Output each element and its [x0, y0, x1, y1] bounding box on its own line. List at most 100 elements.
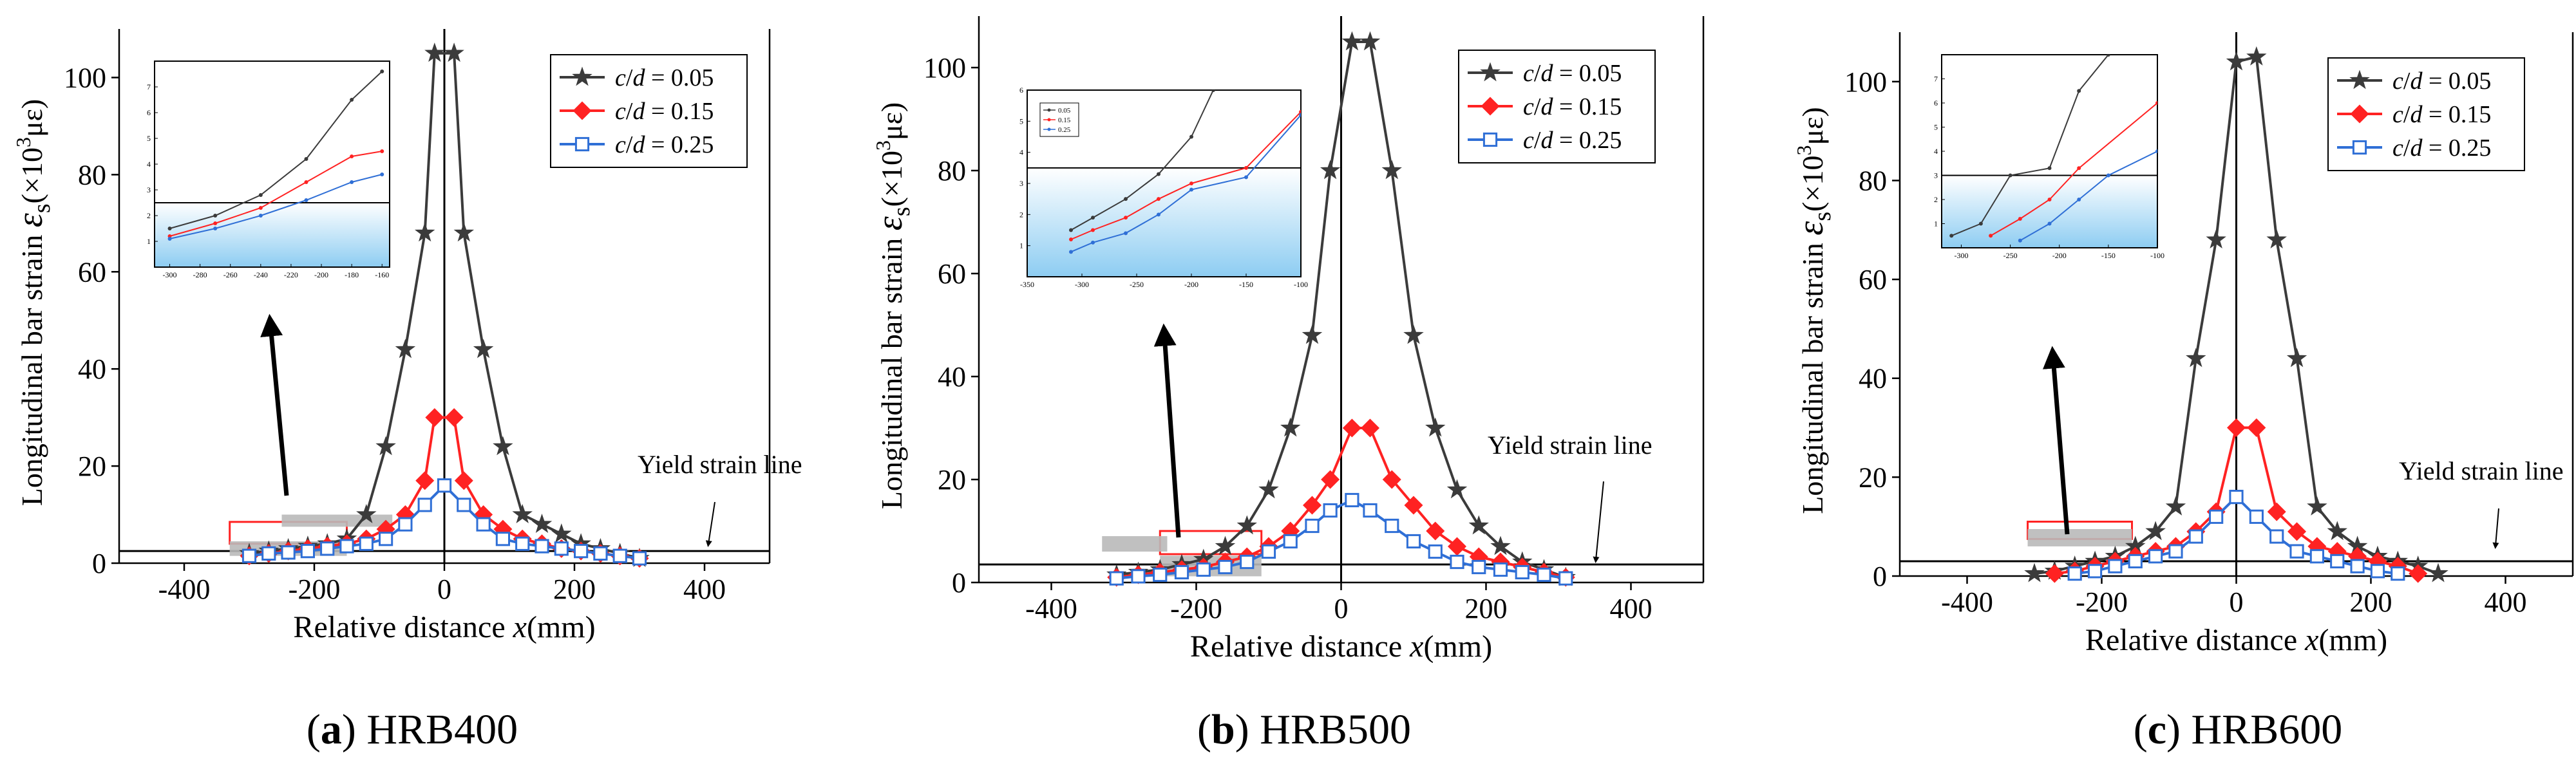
inset-data-point — [350, 180, 354, 184]
y-tick-label: 20 — [78, 451, 106, 482]
y-axis-label-unit2: με) — [875, 102, 908, 140]
caption-paren-close: ) — [342, 706, 356, 753]
data-point — [444, 42, 464, 62]
data-point — [2168, 544, 2183, 559]
data-point — [531, 514, 553, 534]
legend-label: c/d = 0.25 — [2392, 135, 2491, 162]
inset-data-point — [1299, 113, 1301, 117]
panel-caption: (c) HRB600 — [2134, 706, 2342, 753]
legend-label-var: c — [1523, 127, 1534, 154]
data-point — [2391, 566, 2405, 581]
y-tick-label: 60 — [1859, 264, 1887, 295]
data-point — [1196, 562, 1211, 577]
data-point — [2246, 46, 2267, 66]
inset-x-tick-label: -150 — [2101, 251, 2116, 260]
y-tick-label: 60 — [78, 256, 106, 288]
inset-series-line — [1951, 55, 2109, 237]
data-point — [1468, 515, 1489, 535]
data-point — [1426, 521, 1445, 541]
inset-y-tick-label: 1 — [1019, 241, 1023, 250]
inset-data-point — [1124, 231, 1128, 236]
inset-data-point — [1299, 109, 1301, 114]
inset-series-line — [169, 71, 383, 229]
data-point — [1345, 492, 1359, 508]
x-axis-label: Relative distance x(mm) — [1190, 629, 1492, 664]
caption-paren-open: ( — [307, 706, 321, 753]
data-point — [2352, 140, 2367, 155]
data-point — [612, 548, 627, 563]
legend-label-var2: d — [1540, 93, 1553, 120]
inset-chart: -300 -280 -260 -240 -220 -200 -180 -160 1 2 3 4 5 6 7 — [147, 61, 390, 279]
inset-y-tick-label: 4 — [147, 160, 151, 169]
inset-data-point — [1157, 212, 1160, 217]
inset-y-tick-label: 5 — [1934, 123, 1938, 132]
inset-y-tick-label: 4 — [1934, 147, 1938, 156]
x-axis-label: Relative distance x(mm) — [2085, 623, 2387, 657]
data-point — [1321, 470, 1340, 489]
data-point — [1283, 534, 1298, 549]
data-point — [424, 42, 445, 62]
data-point — [2188, 529, 2203, 544]
legend-label-var: c — [615, 64, 626, 91]
x-tick-label: 0 — [1334, 593, 1349, 624]
inset-data-point — [380, 70, 384, 73]
inset-y-tick-label: 6 — [1934, 98, 1938, 107]
inset-data-point — [2018, 217, 2022, 221]
x-tick-label: -400 — [1025, 593, 1077, 624]
legend-label-value: = 0.15 — [2422, 101, 2491, 128]
inset-data-point — [304, 198, 308, 202]
inset-series-line — [169, 151, 383, 237]
inset-y-tick-label: 5 — [1019, 116, 1023, 126]
data-point — [1385, 518, 1399, 534]
data-point — [2269, 529, 2284, 544]
inset-legend: 0.050.15 0.25 — [1039, 102, 1079, 137]
series-3 — [2067, 489, 2405, 581]
data-point — [1302, 324, 1323, 344]
data-point — [2350, 104, 2369, 124]
chart-panel-a: -400 -200 0 200 400 0 20 40 60 80 100 Relative dist… — [10, 29, 802, 753]
inset-x-tick-label: -200 — [2052, 251, 2067, 260]
data-point — [379, 532, 393, 546]
y-axis-label-text: Longitudinal bar strain — [1796, 236, 1829, 514]
inset-data-point — [213, 221, 218, 225]
x-tick-label: 400 — [683, 573, 726, 605]
inset-chart: -300 -250 -200 -150 -100 1 2 3 4 5 6 7 — [1934, 54, 2164, 260]
inset-data-point — [1091, 240, 1095, 245]
data-point — [2370, 564, 2385, 579]
x-axis-label-text: Relative distance — [293, 610, 513, 644]
data-point — [457, 498, 471, 512]
inset-data-point — [1244, 175, 1248, 180]
inset-y-tick-label: 2 — [1934, 195, 1938, 204]
y-tick-label: 80 — [938, 155, 966, 187]
data-point — [572, 66, 592, 86]
y-axis-label-sub: s — [28, 203, 55, 213]
y-tick-label: 100 — [923, 52, 966, 84]
inset-data-point — [2106, 173, 2110, 178]
inset-data-point — [1949, 234, 1954, 238]
inset-y-tick-label: 2 — [1019, 210, 1023, 219]
data-point — [242, 548, 257, 563]
x-axis-label-text: Relative distance — [1190, 629, 1410, 664]
data-point — [1446, 479, 1468, 499]
inset-y-tick-label: 3 — [147, 185, 151, 194]
y-tick-label: 40 — [938, 361, 966, 393]
data-point — [415, 471, 435, 490]
legend-label-value: = 0.25 — [1553, 127, 1622, 154]
caption-text: HRB500 — [1249, 706, 1411, 753]
y-tick-label: 80 — [1859, 165, 1887, 196]
data-point — [2350, 559, 2365, 573]
data-point — [574, 544, 589, 559]
data-point — [1493, 562, 1508, 577]
inset-series-group — [1069, 90, 1301, 254]
legend-label-value: = 0.25 — [2422, 135, 2491, 162]
inset-series-line — [1070, 90, 1214, 231]
x-axis-label-var: x — [2304, 623, 2318, 657]
inset-data-point — [213, 227, 218, 230]
inset-y-tick-label: 3 — [1019, 179, 1023, 188]
inset-data-point — [1978, 221, 1983, 226]
legend-label-slash: / — [626, 131, 633, 158]
caption-paren-close: ) — [1235, 706, 1249, 753]
data-point — [1258, 479, 1279, 499]
data-point — [1515, 564, 1530, 580]
inset-data-point — [2155, 101, 2157, 105]
